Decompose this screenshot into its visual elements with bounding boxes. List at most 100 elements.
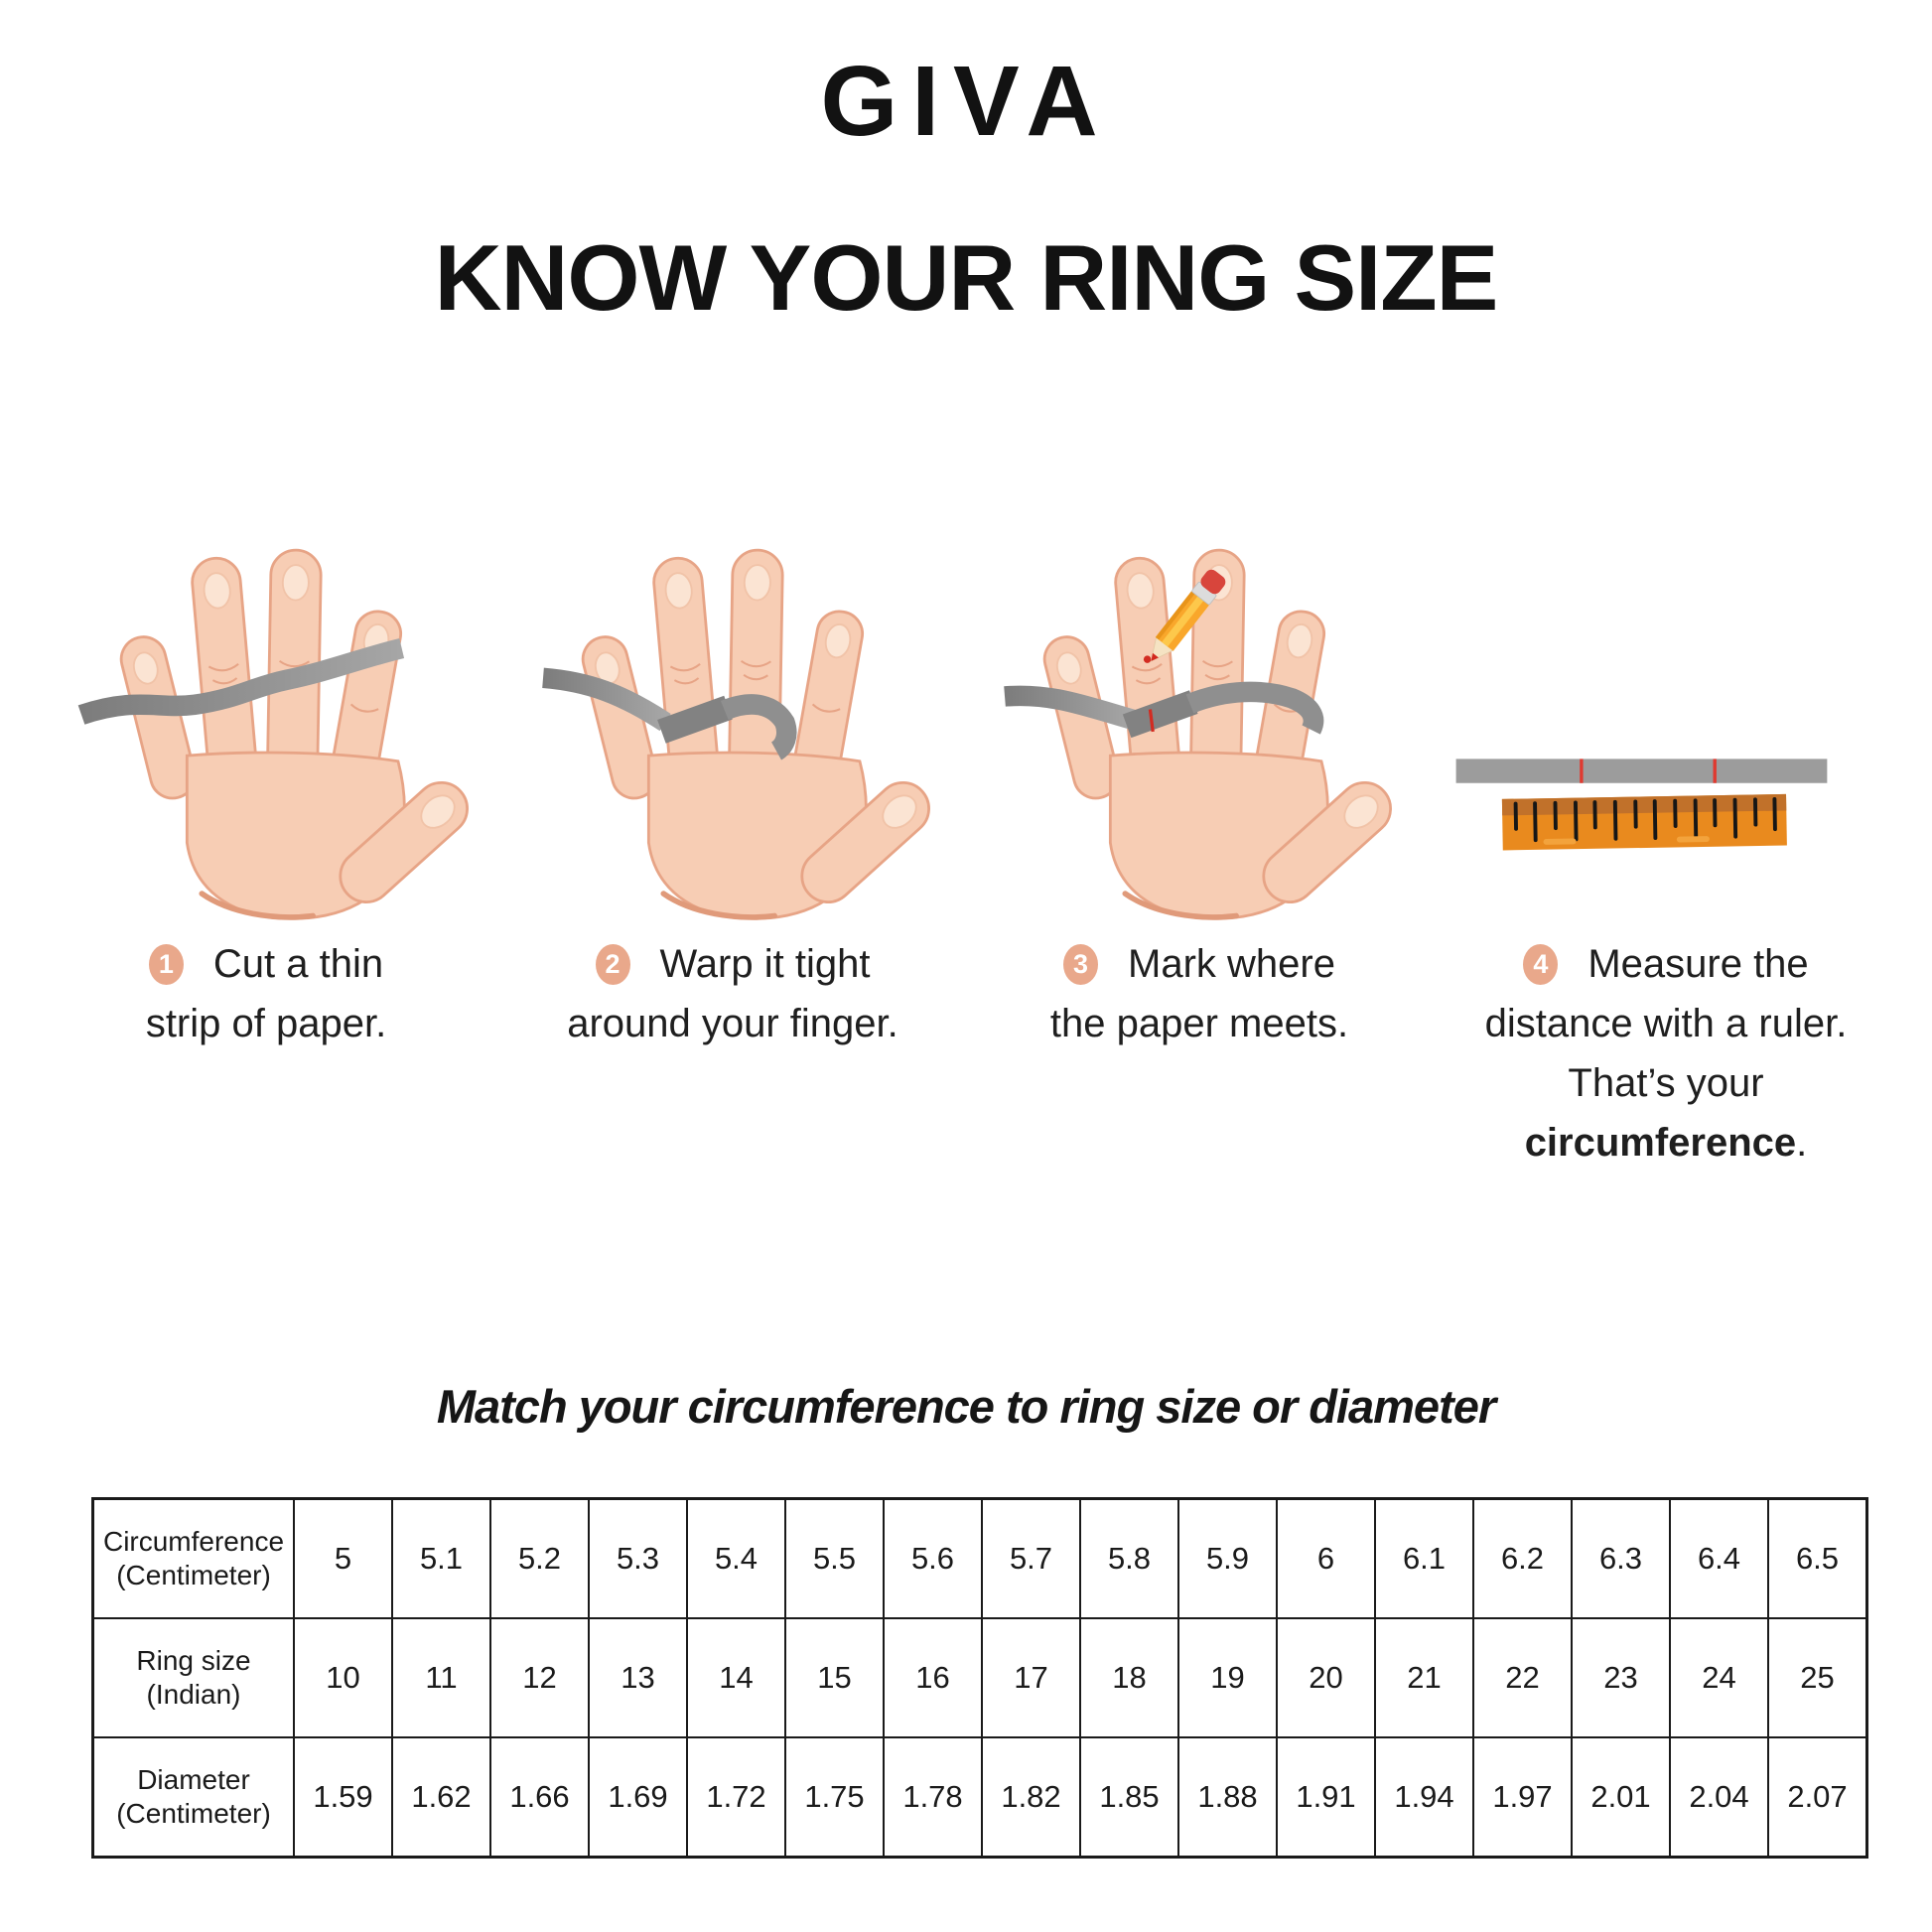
step-4-badge: 4 — [1523, 943, 1559, 985]
step-4-text-line2: distance with a ruler. — [1484, 1002, 1848, 1045]
table-cell: 24 — [1669, 1617, 1769, 1738]
step-3-text-line1: Mark where — [1128, 942, 1335, 986]
table-row: Diameter (Centimeter) 1.59 1.62 1.66 1.69 1.72… — [91, 1736, 1868, 1859]
ruler-icon — [1501, 793, 1787, 851]
table-cell: 5.6 — [883, 1497, 983, 1619]
table-cell: 1.94 — [1374, 1736, 1474, 1859]
pencil-icon — [1150, 569, 1225, 662]
figure-step3 — [966, 524, 1428, 922]
table-cell: 6.2 — [1472, 1497, 1573, 1619]
table-cell: 17 — [981, 1617, 1081, 1738]
table-cell: 6.4 — [1669, 1497, 1769, 1619]
ruler-illustration — [1455, 759, 1827, 851]
figure-step1 — [43, 524, 504, 922]
paper-strip-wrapped-icon — [541, 667, 797, 760]
table-cell: 25 — [1767, 1617, 1868, 1738]
red-mark-icon — [1713, 759, 1717, 783]
ring-size-table: Circumference (Centimeter) 5 5.1 5.2 5.3 5.4 5.… — [91, 1497, 1868, 1859]
step-2-text-line1: Warp it tight — [659, 942, 871, 986]
table-cell: 1.78 — [883, 1736, 983, 1859]
table-cell: 2.07 — [1767, 1736, 1868, 1859]
table-cell: 1.85 — [1079, 1736, 1179, 1859]
table-cell: 22 — [1472, 1617, 1573, 1738]
brand-logo: GIVA — [820, 46, 1112, 157]
hand-mark-pencil-illustration — [1003, 524, 1392, 922]
table-row: Circumference (Centimeter) 5 5.1 5.2 5.3 5.4 5.… — [91, 1497, 1868, 1619]
figure-step4 — [1428, 738, 1889, 883]
table-cell: 5.2 — [489, 1497, 590, 1619]
table-cell: 6.3 — [1571, 1497, 1671, 1619]
paper-strip-icon — [77, 637, 404, 725]
row-header: Ring size (Indian) — [91, 1617, 295, 1738]
table-cell: 12 — [489, 1617, 590, 1738]
step-1: 1 Cut a thin strip of paper. — [33, 934, 499, 1053]
hand-icon — [116, 550, 478, 919]
table-cell: 5.4 — [686, 1497, 786, 1619]
red-dot-icon — [1143, 655, 1151, 663]
paper-strip-flat-icon — [1455, 759, 1827, 783]
table-cell: 1.88 — [1177, 1736, 1278, 1859]
red-mark-icon — [1148, 709, 1155, 733]
table-cell: 1.75 — [784, 1736, 885, 1859]
step-1-text-line1: Cut a thin — [212, 942, 384, 986]
table-cell: 1.97 — [1472, 1736, 1573, 1859]
table-cell: 2.01 — [1571, 1736, 1671, 1859]
table-cell: 5.8 — [1079, 1497, 1179, 1619]
ring-size-table-body: Circumference (Centimeter) 5 5.1 5.2 5.3 5.4 5.… — [91, 1497, 1868, 1859]
table-cell: 1.82 — [981, 1736, 1081, 1859]
table-cell: 1.91 — [1276, 1736, 1376, 1859]
table-cell: 1.72 — [686, 1736, 786, 1859]
table-cell: 6.5 — [1767, 1497, 1868, 1619]
table-cell: 5.9 — [1177, 1497, 1278, 1619]
hand-wrap-illustration — [541, 524, 930, 922]
table-cell: 23 — [1571, 1617, 1671, 1738]
steps-row: 1 Cut a thin strip of paper. 2 Warp it t… — [33, 934, 1899, 1173]
table-cell: 1.59 — [293, 1736, 393, 1859]
table-row: Ring size (Indian) 10 11 12 13 14 15 16 17 18 19 20 2… — [91, 1617, 1868, 1738]
step-3-badge: 3 — [1063, 943, 1099, 985]
step-2-badge: 2 — [595, 943, 630, 985]
table-cell: 19 — [1177, 1617, 1278, 1738]
table-cell: 16 — [883, 1617, 983, 1738]
step-3-text-line2: the paper meets. — [1049, 1002, 1349, 1045]
paper-strip-wrapped-icon — [1003, 681, 1323, 739]
table-cell: 21 — [1374, 1617, 1474, 1738]
table-cell: 13 — [588, 1617, 688, 1738]
table-cell: 20 — [1276, 1617, 1376, 1738]
illustrations-row — [43, 524, 1889, 922]
table-cell: 10 — [293, 1617, 393, 1738]
step-4: 4 Measure the distance with a ruler. Tha… — [1433, 934, 1899, 1173]
figure-step2 — [504, 524, 966, 922]
hand-paper-strip-illustration — [77, 524, 469, 922]
table-cell: 14 — [686, 1617, 786, 1738]
table-cell: 5 — [293, 1497, 393, 1619]
step-2: 2 Warp it tight around your finger. — [499, 934, 966, 1053]
table-cell: 1.62 — [391, 1736, 491, 1859]
table-cell: 18 — [1079, 1617, 1179, 1738]
table-cell: 5.1 — [391, 1497, 491, 1619]
step-2-text-line2: around your finger. — [567, 1002, 898, 1045]
step-4-text-line1: Measure the — [1587, 942, 1809, 986]
table-cell: 11 — [391, 1617, 491, 1738]
table-title: Match your circumference to ring size or… — [436, 1380, 1496, 1433]
step-3: 3 Mark where the paper meets. — [966, 934, 1433, 1053]
table-cell: 1.66 — [489, 1736, 590, 1859]
table-cell: 5.7 — [981, 1497, 1081, 1619]
table-cell: 5.5 — [784, 1497, 885, 1619]
step-1-text-line2: strip of paper. — [145, 1002, 387, 1045]
step-4-text-line3: That’s your circumference. — [1524, 1061, 1808, 1165]
hand-icon — [578, 550, 939, 919]
row-header: Circumference (Centimeter) — [91, 1497, 295, 1619]
red-mark-icon — [1579, 759, 1584, 783]
table-cell: 6.1 — [1374, 1497, 1474, 1619]
table-cell: 15 — [784, 1617, 885, 1738]
table-cell: 5.3 — [588, 1497, 688, 1619]
table-cell: 6 — [1276, 1497, 1376, 1619]
row-header: Diameter (Centimeter) — [91, 1736, 295, 1859]
table-cell: 2.04 — [1669, 1736, 1769, 1859]
hand-icon — [1039, 550, 1401, 919]
step-1-badge: 1 — [148, 943, 184, 985]
page-title: KNOW YOUR RING SIZE — [434, 225, 1499, 330]
table-cell: 1.69 — [588, 1736, 688, 1859]
